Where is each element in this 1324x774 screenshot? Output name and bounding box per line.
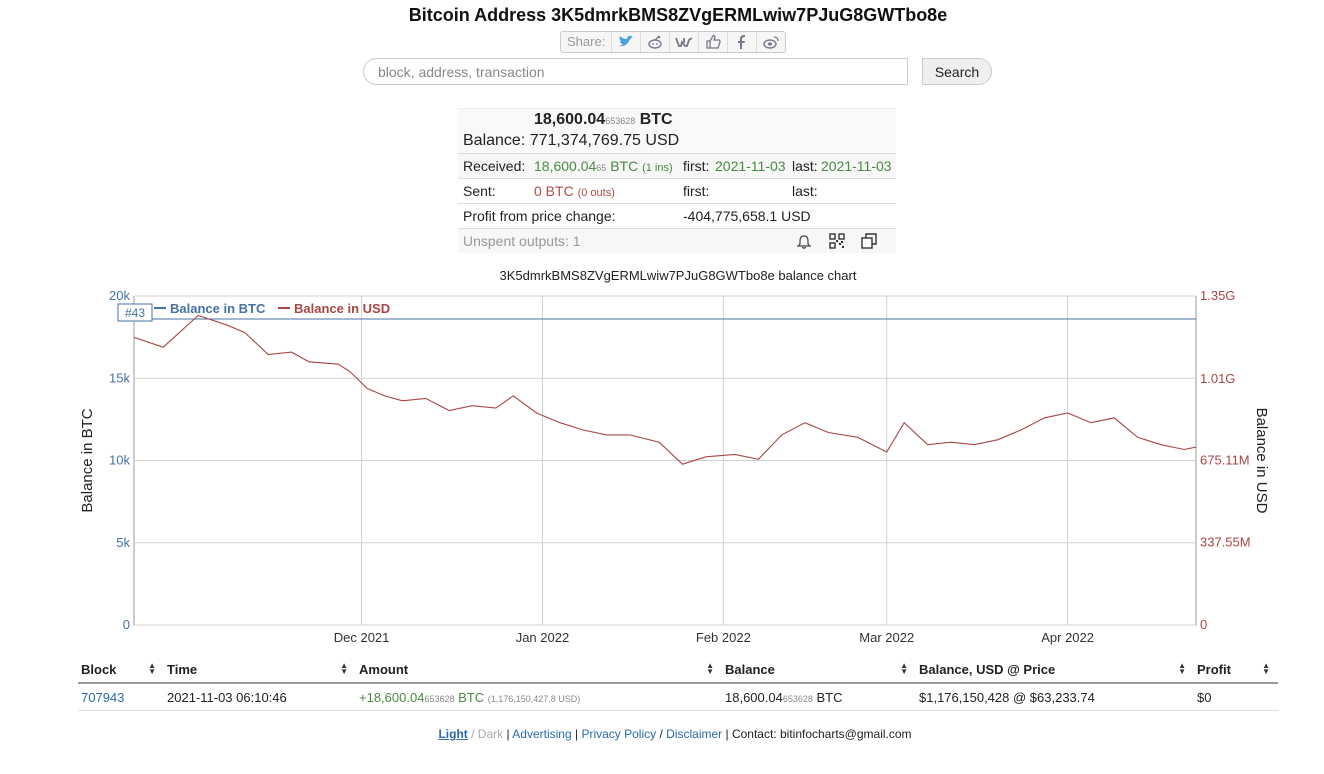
profit-value: -404,775,658.1 USD xyxy=(683,208,811,224)
tx-amount: +18,600.04653628 BTC (1,176,150,427.8 US… xyxy=(356,683,722,711)
footer: Light / Dark | Advertising | Privacy Pol… xyxy=(438,727,912,741)
received-last-label: last: xyxy=(792,158,818,174)
tx-balance-usd-price: $1,176,150,428 @ $63,233.74 xyxy=(916,683,1194,711)
y-tick-label: 10k xyxy=(109,453,130,468)
qr-code-icon[interactable] xyxy=(829,232,845,256)
search-button[interactable]: Search xyxy=(922,58,992,85)
profit-row: Profit from price change: -404,775,658.1… xyxy=(458,203,896,228)
x-tick-label: Mar 2022 xyxy=(859,630,914,645)
contact-info: Contact: bitinfocharts@gmail.com xyxy=(731,727,912,741)
transactions-table: Block ▲ ▼ Time ▲ ▼ Amount ▲ ▼ Balance ▲ ▼ Balanc… xyxy=(78,657,1278,711)
page-title: Bitcoin Address 3K5dmrkBMS8ZVgERMLwiw7PJ… xyxy=(408,5,948,25)
received-unit: BTC xyxy=(610,158,639,174)
sent-label: Sent: xyxy=(463,183,496,199)
balance-btc-unit: BTC xyxy=(639,111,673,128)
facebook-icon[interactable] xyxy=(728,32,758,52)
received-first: 2021-11-03 xyxy=(715,158,786,174)
table-row: 707943 2021-11-03 06:10:46 +18,600.04653… xyxy=(78,683,1278,711)
received-first-label: first: xyxy=(683,158,710,174)
weibo-icon[interactable] xyxy=(757,32,785,52)
series-line-usd xyxy=(133,314,1197,465)
y2-tick-label: 1.01G xyxy=(1200,371,1235,386)
x-tick-label: Dec 2021 xyxy=(334,630,390,645)
sort-icon[interactable]: ▲ ▼ xyxy=(706,661,714,676)
annotation-label: #43 xyxy=(125,306,145,320)
chart-title: 3K5dmrkBMS8ZVgERMLwiw7PJuG8GWTbo8e balan… xyxy=(499,268,857,283)
received-label: Received: xyxy=(463,158,526,174)
bell-icon[interactable] xyxy=(796,233,812,257)
chart-axes: 0 5k 10k 15k 20k 0 337.55M 675.11M 1.01G 1.35G Dec… xyxy=(79,290,1270,645)
column-header-balance-usd[interactable]: Balance, USD @ Price ▲ ▼ xyxy=(916,657,1194,684)
tx-balance: 18,600.04653628 BTC xyxy=(722,683,916,711)
column-header-time[interactable]: Time ▲ ▼ xyxy=(164,657,356,684)
theme-dark-link[interactable]: Dark xyxy=(477,727,504,741)
profit-label: Profit from price change: xyxy=(463,208,616,224)
y-tick-label: 5k xyxy=(116,535,130,550)
share-bar: Share: xyxy=(560,31,787,53)
table-header-row: Block ▲ ▼ Time ▲ ▼ Amount ▲ ▼ Balance ▲ ▼ Balanc… xyxy=(78,657,1278,684)
chart-legend: #43 Balance in BTC Balance in USD xyxy=(117,301,390,322)
y2-tick-label: 1.35G xyxy=(1200,290,1235,303)
sent-row: Sent: 0 BTC (0 outs) first: last: xyxy=(458,178,896,203)
sent-value: 0 BTC xyxy=(534,183,574,199)
chart-grid xyxy=(133,295,1197,626)
balance-label: Balance: xyxy=(463,132,526,149)
tx-time: 2021-11-03 06:10:46 xyxy=(164,683,356,711)
y-tick-label: 15k xyxy=(109,370,130,385)
received-value: 18,600.04 xyxy=(534,158,597,174)
share-label: Share: xyxy=(561,32,613,52)
sent-outs: (0 outs) xyxy=(577,187,615,199)
annotation-marker xyxy=(117,303,153,322)
y2-axis-label: Balance in USD xyxy=(1253,408,1270,514)
sort-icon[interactable]: ▲ ▼ xyxy=(1262,661,1270,676)
reddit-icon[interactable] xyxy=(641,32,671,52)
sort-icon[interactable]: ▲ ▼ xyxy=(900,661,908,676)
y2-tick-label: 0 xyxy=(1200,617,1207,632)
unspent-row: Unspent outputs: 1 xyxy=(458,228,896,253)
unspent-outputs: Unspent outputs: 1 xyxy=(463,233,581,249)
column-header-amount[interactable]: Amount ▲ ▼ xyxy=(356,657,722,684)
x-tick-label: Jan 2022 xyxy=(516,630,570,645)
sent-last-label: last: xyxy=(792,183,818,199)
tx-profit: $0 xyxy=(1194,683,1278,711)
like-icon[interactable] xyxy=(699,32,729,52)
chart-series xyxy=(133,314,1197,465)
sent-first-label: first: xyxy=(683,183,710,199)
legend-label-usd: Balance in USD xyxy=(294,301,390,316)
sort-icon[interactable]: ▲ ▼ xyxy=(340,661,348,676)
column-header-balance[interactable]: Balance ▲ ▼ xyxy=(722,657,916,684)
y2-tick-label: 337.55M xyxy=(1200,535,1251,550)
received-last: 2021-11-03 xyxy=(821,158,892,174)
vk-icon[interactable] xyxy=(670,32,700,52)
received-sub: 65 xyxy=(596,163,607,173)
balance-usd: 771,374,769.75 USD xyxy=(529,132,680,149)
y2-tick-label: 675.11M xyxy=(1200,452,1250,467)
balance-row: 18,600.04653628 BTC Balance: 771,374,769… xyxy=(458,108,896,153)
y-axis-label: Balance in BTC xyxy=(79,408,96,512)
search-input[interactable] xyxy=(363,58,908,85)
twitter-icon[interactable] xyxy=(612,32,642,52)
received-ins: (1 ins) xyxy=(642,162,673,174)
column-header-profit[interactable]: Profit ▲ ▼ xyxy=(1194,657,1278,684)
block-link[interactable]: 707943 xyxy=(81,689,125,705)
y-tick-label: 0 xyxy=(123,617,130,632)
balance-btc-sub: 653628 xyxy=(605,116,636,126)
received-row: Received: 18,600.0465 BTC (1 ins) first:… xyxy=(458,153,896,178)
advertising-link[interactable]: Advertising xyxy=(512,727,572,741)
balance-chart: 0 5k 10k 15k 20k 0 337.55M 675.11M 1.01G 1.35G Dec… xyxy=(79,290,1270,645)
balance-btc-main: 18,600.04 xyxy=(534,111,606,128)
legend-label-btc: Balance in BTC xyxy=(170,301,266,316)
column-header-block[interactable]: Block ▲ ▼ xyxy=(78,657,164,684)
sort-icon[interactable]: ▲ ▼ xyxy=(148,661,156,676)
address-summary: 18,600.04653628 BTC Balance: 771,374,769… xyxy=(458,108,896,253)
copy-icon[interactable] xyxy=(861,232,877,256)
sort-icon[interactable]: ▲ ▼ xyxy=(1178,661,1186,676)
disclaimer-link[interactable]: Disclaimer xyxy=(666,727,723,741)
x-tick-label: Feb 2022 xyxy=(696,630,751,645)
y-tick-label: 20k xyxy=(109,290,130,303)
theme-light-link[interactable]: Light xyxy=(438,727,468,741)
privacy-policy-link[interactable]: Privacy Policy xyxy=(581,727,657,741)
x-tick-label: Apr 2022 xyxy=(1041,630,1094,645)
